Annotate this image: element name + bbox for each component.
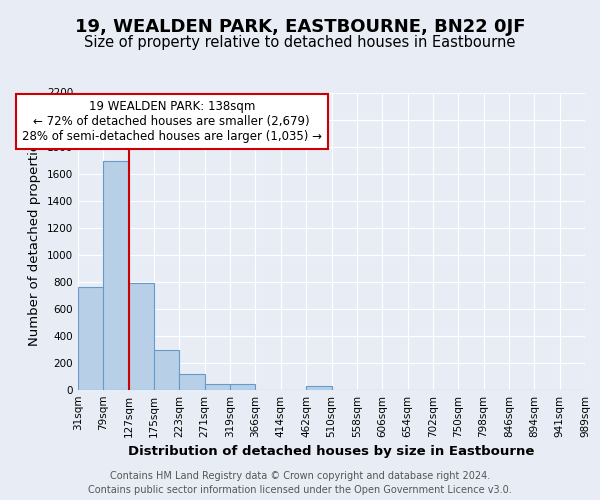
X-axis label: Distribution of detached houses by size in Eastbourne: Distribution of detached houses by size … [128,446,535,458]
Bar [154,350,179,390]
Text: Contains public sector information licensed under the Open Government Licence v3: Contains public sector information licen… [88,485,512,495]
Y-axis label: Number of detached properties: Number of detached properties [28,136,41,346]
Bar [78,287,103,390]
Bar [128,283,154,390]
Bar [306,386,331,390]
Text: 19, WEALDEN PARK, EASTBOURNE, BN22 0JF: 19, WEALDEN PARK, EASTBOURNE, BN22 0JF [75,18,525,36]
Text: Size of property relative to detached houses in Eastbourne: Size of property relative to detached ho… [85,35,515,50]
Bar [205,384,230,390]
Text: Contains HM Land Registry data © Crown copyright and database right 2024.: Contains HM Land Registry data © Crown c… [110,471,490,481]
Bar [103,162,128,390]
Text: 19 WEALDEN PARK: 138sqm
← 72% of detached houses are smaller (2,679)
28% of semi: 19 WEALDEN PARK: 138sqm ← 72% of detache… [22,100,322,143]
Bar [179,374,205,390]
Bar [230,384,256,390]
